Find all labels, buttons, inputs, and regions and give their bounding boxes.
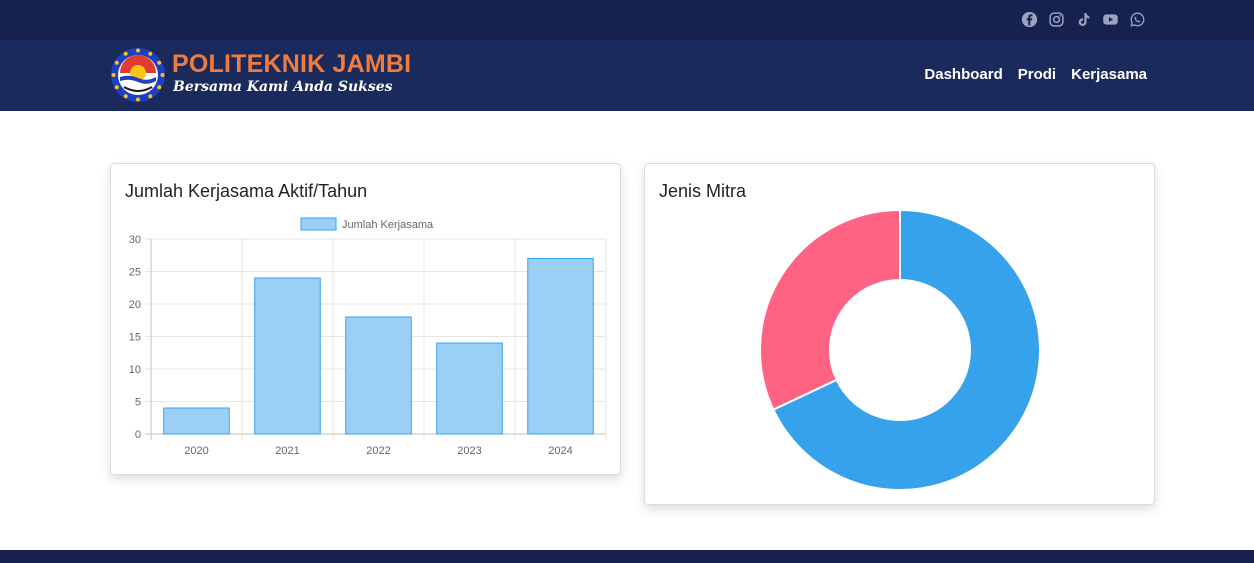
nav-kerjasama[interactable]: Kerjasama [1071, 66, 1147, 83]
bar-2021 [254, 277, 321, 435]
bar-2023 [436, 342, 503, 435]
y-tick-label: 10 [129, 364, 141, 376]
donut-chart-card: Jenis Mitra [644, 163, 1155, 505]
instagram-icon[interactable] [1048, 11, 1065, 28]
legend-swatch [300, 217, 337, 231]
y-tick-label: 0 [135, 429, 141, 441]
brand-title: POLITEKNIK JAMBI [172, 50, 412, 78]
footer [0, 550, 1254, 563]
donut-slice-2 [759, 208, 901, 411]
donut-slice-1 [771, 208, 1041, 491]
x-tick-label: 2024 [548, 445, 572, 457]
x-tick-label: 2020 [184, 445, 208, 457]
whatsapp-icon[interactable] [1129, 11, 1146, 28]
y-tick-label: 5 [135, 397, 141, 409]
youtube-icon[interactable] [1102, 11, 1119, 28]
x-tick-label: 2022 [366, 445, 390, 457]
main-nav: Dashboard Prodi Kerjasama [924, 66, 1147, 83]
top-bar [0, 0, 1254, 40]
donut-chart [759, 208, 1041, 491]
brand-tagline: Bersama Kami Anda Sukses [173, 79, 393, 95]
nav-prodi[interactable]: Prodi [1017, 66, 1057, 83]
y-tick-label: 15 [129, 332, 141, 344]
bar-chart-title: Jumlah Kerjasama Aktif/Tahun [125, 181, 368, 201]
bar-chart-card: Jumlah Kerjasama Aktif/Tahun Jumlah Kerj… [110, 163, 621, 475]
y-tick-label: 30 [129, 234, 141, 246]
x-tick-label: 2021 [275, 445, 299, 457]
main-navbar [0, 40, 1254, 111]
social-links [1021, 11, 1146, 28]
x-tick-label: 2023 [457, 445, 481, 457]
donut-chart-title: Jenis Mitra [659, 181, 747, 201]
bar-2020 [163, 407, 230, 435]
nav-dashboard[interactable]: Dashboard [924, 66, 1003, 83]
y-tick-label: 20 [129, 299, 141, 311]
bar-chart: Jumlah Kerjasama 0 5 10 15 20 25 30 2020 2021 2022… [129, 217, 607, 457]
y-tick-label: 25 [129, 267, 141, 279]
tiktok-icon[interactable] [1075, 11, 1092, 28]
bar-2024 [527, 258, 594, 435]
politeknik-jambi-logo[interactable] [110, 47, 166, 103]
facebook-icon[interactable] [1021, 11, 1038, 28]
bar-2022 [345, 316, 412, 435]
legend-label: Jumlah Kerjasama [342, 219, 434, 231]
